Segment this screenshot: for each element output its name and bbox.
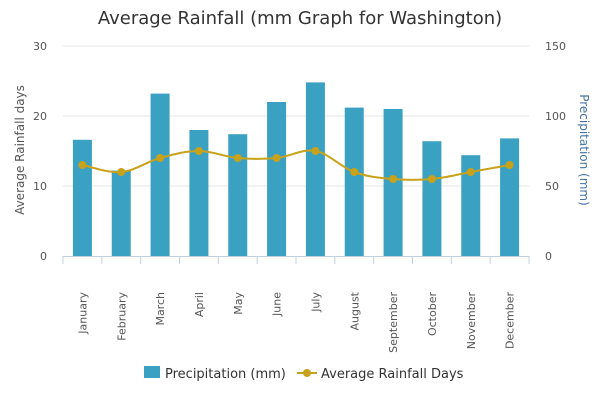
right-tick-label: 100 [545,110,566,123]
rainfall-days-point[interactable] [194,147,203,155]
rainfall-days-point[interactable] [427,175,436,183]
legend[interactable]: Precipitation (mm) Average Rainfall Days [144,366,464,382]
right-tick-label: 50 [545,180,559,193]
precipitation-bar[interactable] [189,130,209,256]
rainfall-days-point[interactable] [272,154,281,162]
chart-title: Average Rainfall (mm Graph for Washingto… [98,8,502,29]
precipitation-bar[interactable] [422,141,442,256]
rainfall-days-point[interactable] [233,154,242,162]
x-tick-label: September [387,292,400,353]
precipitation-bar[interactable] [500,138,520,256]
legend-precipitation-label[interactable]: Precipitation (mm) [165,367,286,382]
rainfall-days-point[interactable] [311,147,320,155]
rainfall-days-point[interactable] [117,168,126,176]
left-tick-label: 10 [33,180,47,193]
rainfall-days-line [78,147,514,183]
precipitation-bar[interactable] [72,139,92,256]
grid-lines [63,45,529,187]
rainfall-days-point[interactable] [350,168,359,176]
rainfall-days-point[interactable] [505,161,514,169]
left-tick-label: 30 [33,40,47,53]
precipitation-bar[interactable] [111,170,131,256]
precipitation-bar[interactable] [228,134,248,256]
rainfall-days-path [82,149,510,181]
x-tick-label: April [193,292,206,317]
legend-rainfall-days-label[interactable]: Average Rainfall Days [321,367,464,382]
left-tick-label: 0 [40,250,47,263]
legend-rainfall-days-marker[interactable] [303,369,311,377]
right-tick-label: 0 [545,250,552,263]
left-y-axis: 0 10 20 30 [33,40,47,263]
right-tick-label: 150 [545,40,566,53]
left-tick-label: 20 [33,110,47,123]
rainfall-days-point[interactable] [156,154,165,162]
left-axis-title: Average Rainfall days [13,85,27,215]
rainfall-days-point[interactable] [78,161,87,169]
rainfall-days-point[interactable] [466,168,475,176]
x-axis: January February March April May June July Augu… [62,256,530,353]
x-tick-label: January [76,292,89,335]
precipitation-bars [72,82,520,257]
x-tick-label: December [504,292,517,350]
right-y-axis: 0 50 100 150 [545,40,566,263]
precipitation-bar[interactable] [150,93,170,256]
x-tick-label: July [309,292,322,313]
precipitation-bar[interactable] [344,107,364,256]
x-tick-label: June [271,292,284,317]
right-axis-title: Precipitation (mm) [577,94,591,206]
x-tick-label: February [115,292,128,341]
x-tick-label: August [348,291,361,330]
rainfall-days-point[interactable] [389,175,398,183]
x-tick-label: November [465,292,478,350]
x-tick-label: March [154,292,167,326]
precipitation-bar[interactable] [461,155,481,256]
x-tick-label: May [232,292,245,315]
precipitation-bar[interactable] [305,82,325,257]
precipitation-bar[interactable] [267,102,287,256]
legend-precipitation-swatch[interactable] [144,366,160,378]
x-tick-label: October [426,292,439,336]
